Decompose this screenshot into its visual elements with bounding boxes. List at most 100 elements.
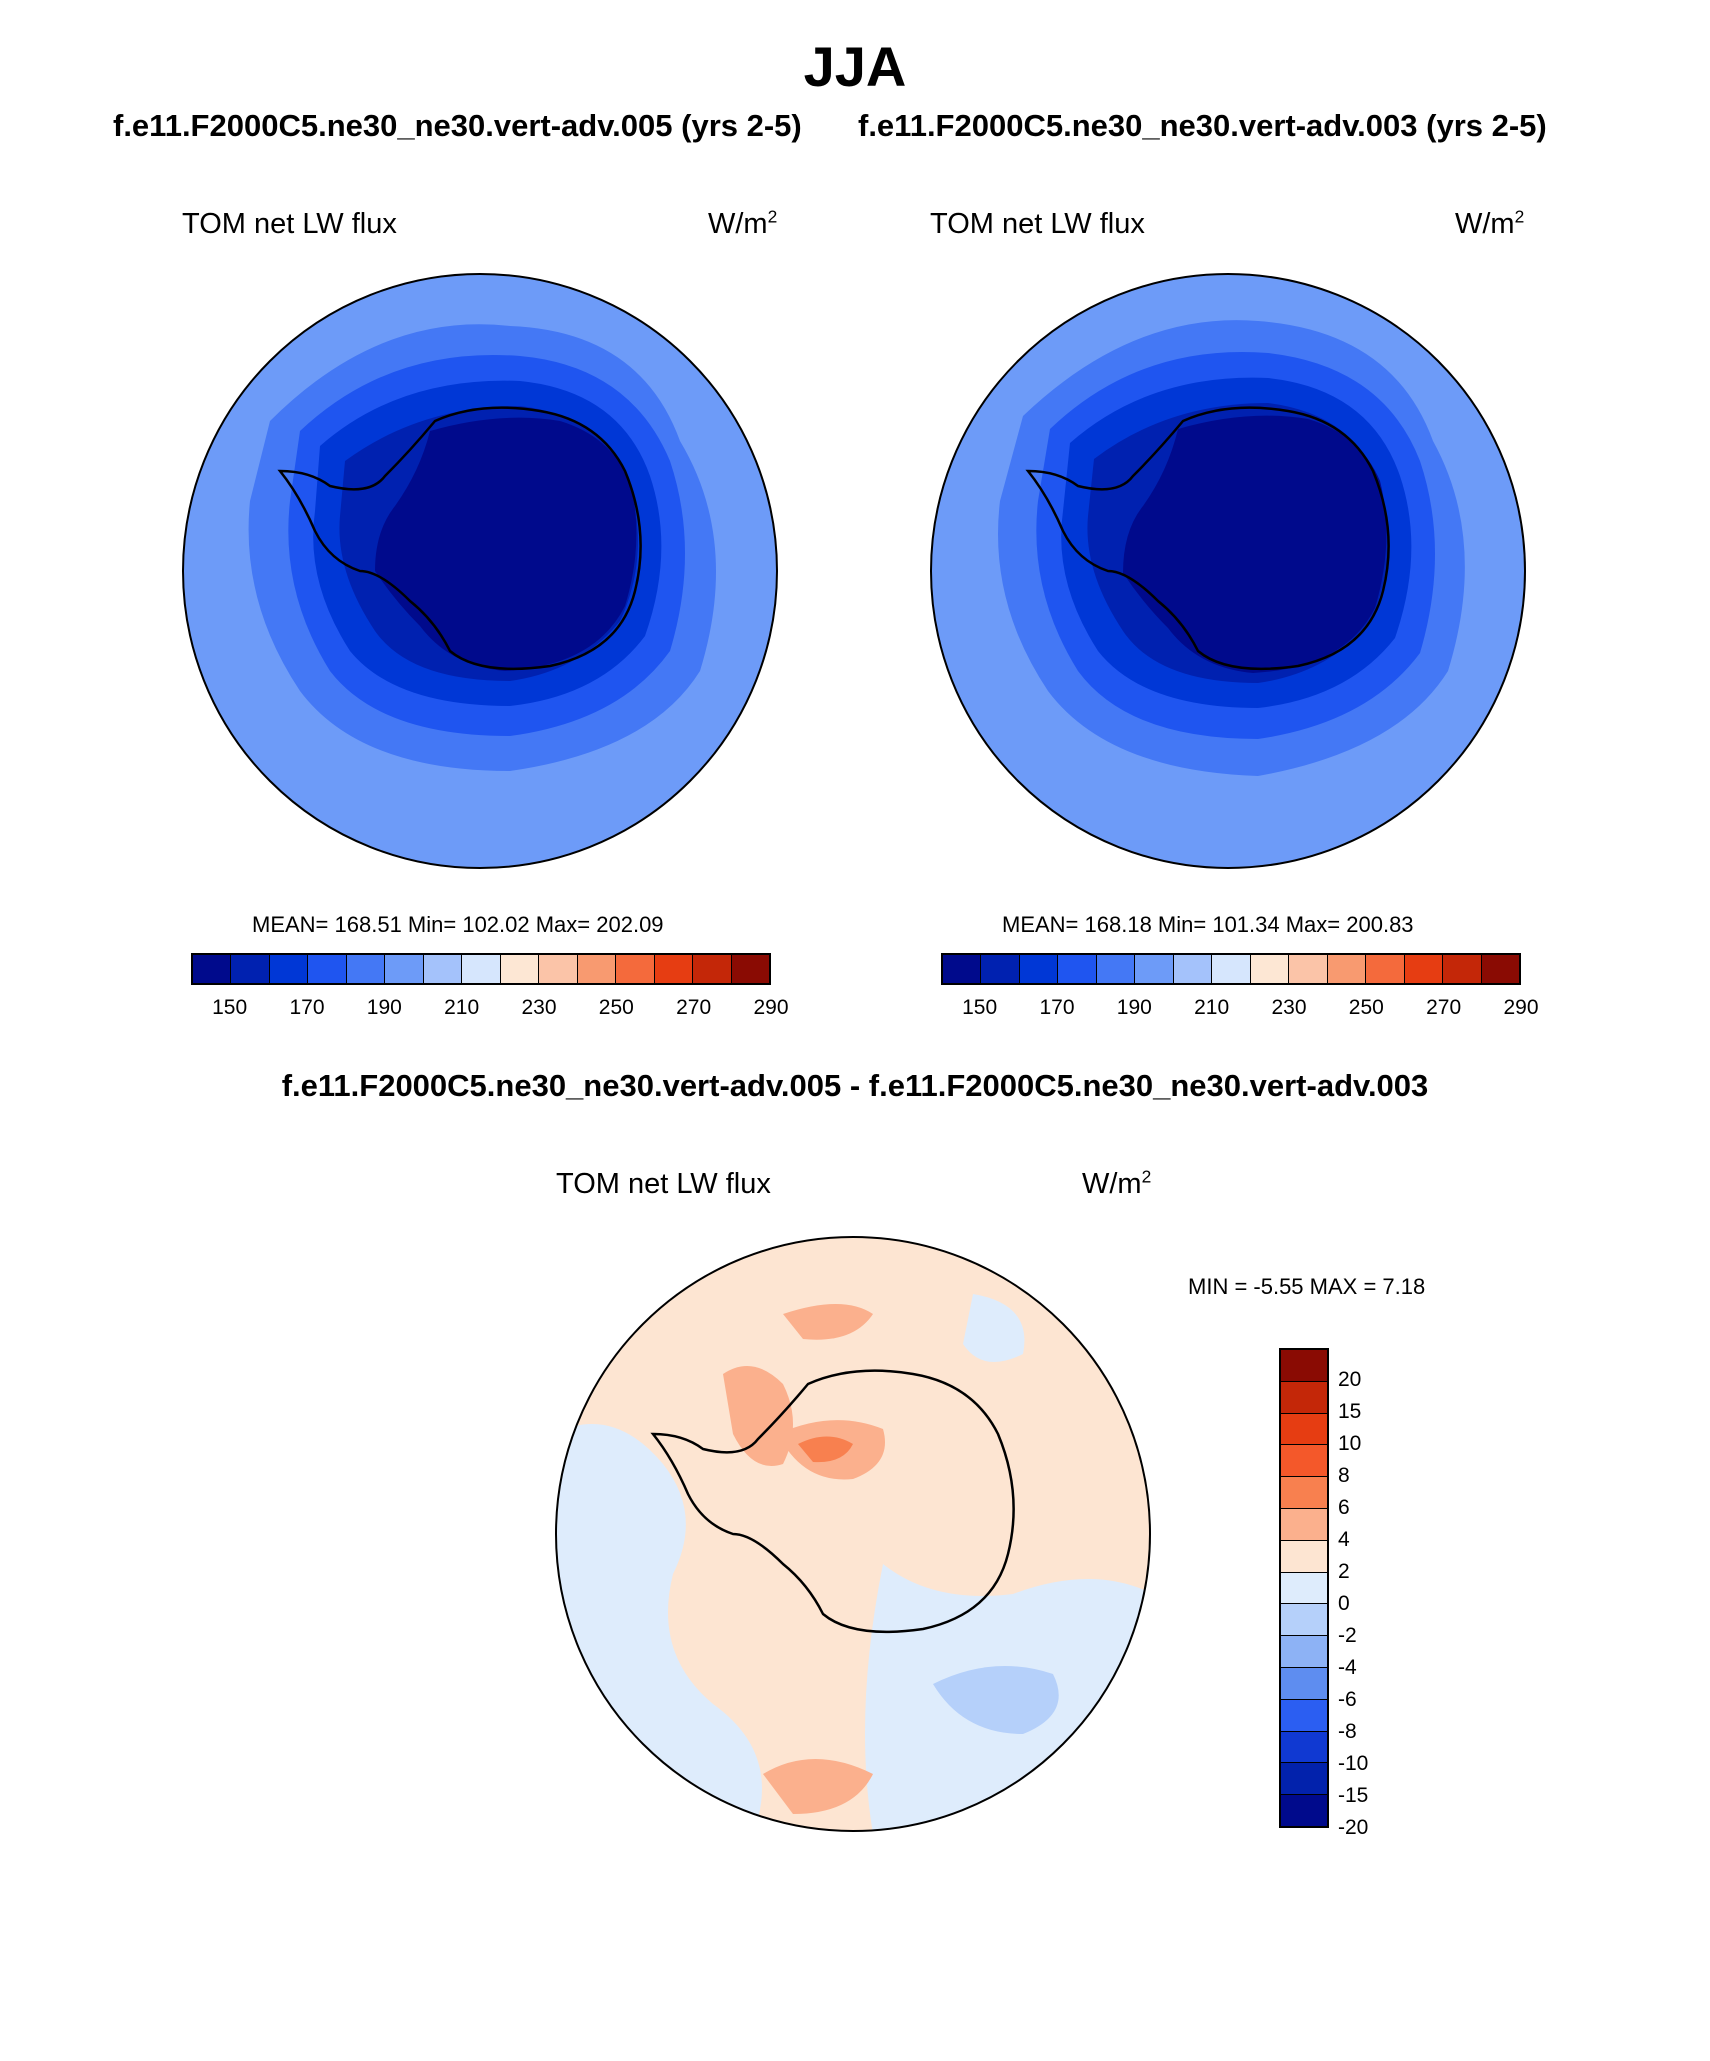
colorbar-tick-label: -20 bbox=[1338, 1816, 1369, 1839]
panel3-units-label: W/m2 bbox=[1082, 1166, 1152, 1200]
colorbar-swatch bbox=[539, 955, 578, 983]
panel1-variable-label: TOM net LW flux bbox=[182, 208, 397, 240]
panel1-colorbar bbox=[191, 953, 771, 985]
colorbar-swatch bbox=[1443, 955, 1482, 983]
colorbar-swatch bbox=[1281, 1508, 1327, 1541]
colorbar-tick-label: 270 bbox=[676, 996, 712, 1019]
map-boundary bbox=[930, 273, 1526, 869]
colorbar-tick-label: -2 bbox=[1338, 1624, 1357, 1647]
antarctica-coastline bbox=[650, 1369, 1015, 1634]
map-panel1 bbox=[182, 273, 778, 869]
map-boundary bbox=[555, 1236, 1151, 1832]
colorbar-tick-label: 4 bbox=[1338, 1528, 1350, 1551]
case2-title: f.e11.F2000C5.ne30_ne30.vert-adv.003 (yr… bbox=[858, 108, 1547, 143]
colorbar-tick-label: 8 bbox=[1338, 1464, 1350, 1487]
colorbar-swatch bbox=[1281, 1413, 1327, 1446]
colorbar-swatch bbox=[1250, 955, 1290, 983]
colorbar-swatch bbox=[1281, 1350, 1327, 1382]
colorbar-swatch bbox=[1281, 1763, 1327, 1796]
colorbar-tick-label: 170 bbox=[289, 996, 325, 1019]
colorbar-swatch bbox=[1212, 955, 1251, 983]
colorbar-swatch bbox=[1019, 955, 1059, 983]
colorbar-swatch bbox=[1281, 1572, 1327, 1605]
panel3-stats: MIN = -5.55 MAX = 7.18 bbox=[1188, 1274, 1426, 1299]
panel3-variable-label: TOM net LW flux bbox=[556, 1168, 771, 1200]
panel2-stats: MEAN= 168.18 Min= 101.34 Max= 200.83 bbox=[1002, 912, 1414, 937]
antarctica-coastline bbox=[1025, 406, 1390, 671]
colorbar-tick-label: 270 bbox=[1426, 996, 1462, 1019]
colorbar-tick-label: -10 bbox=[1338, 1752, 1369, 1775]
colorbar-swatch bbox=[500, 955, 540, 983]
colorbar-swatch bbox=[1281, 1731, 1327, 1764]
colorbar-swatch bbox=[1135, 955, 1174, 983]
colorbar-tick-label: -15 bbox=[1338, 1784, 1369, 1807]
contour-band-neg2-0 bbox=[963, 1294, 1025, 1362]
colorbar-tick-label: 10 bbox=[1338, 1432, 1362, 1455]
map-panel3-difference bbox=[555, 1236, 1151, 1832]
panel2-variable-label: TOM net LW flux bbox=[930, 208, 1145, 240]
colorbar-tick-label: 150 bbox=[962, 996, 998, 1019]
colorbar-swatch bbox=[1281, 1540, 1327, 1573]
colorbar-swatch bbox=[1366, 955, 1405, 983]
contour-band-below-150 bbox=[375, 417, 637, 671]
colorbar-swatch bbox=[981, 955, 1020, 983]
colorbar-tick-label: 210 bbox=[1194, 996, 1230, 1019]
colorbar-swatch bbox=[1281, 1795, 1327, 1826]
colorbar-tick-label: 2 bbox=[1338, 1560, 1350, 1583]
colorbar-swatch bbox=[269, 955, 309, 983]
colorbar-tick-label: 6 bbox=[1338, 1495, 1350, 1519]
colorbar-tick-label: -8 bbox=[1338, 1720, 1357, 1743]
panel3-colorbar-ticks: 20 15 10 8 6 4 2 0 -2 -4 -6 -8 -10 -15 -20 bbox=[1338, 1348, 1398, 1839]
panel2-colorbar bbox=[941, 953, 1521, 985]
colorbar-swatch bbox=[654, 955, 694, 983]
colorbar-tick-label: -4 bbox=[1338, 1655, 1357, 1679]
colorbar-tick-label: 290 bbox=[753, 996, 789, 1019]
panel1-units-label: W/m2 bbox=[708, 206, 778, 240]
panel1-colorbar-ticks: 150 170 190 210 230 250 270 290 bbox=[191, 996, 788, 1024]
contour-band-4-6 bbox=[798, 1436, 853, 1463]
antarctica-coastline bbox=[277, 406, 642, 671]
colorbar-swatch bbox=[1281, 1636, 1327, 1668]
colorbar-tick-label: 150 bbox=[212, 996, 248, 1019]
colorbar-swatch bbox=[1173, 955, 1213, 983]
colorbar-swatch bbox=[1281, 1604, 1327, 1637]
colorbar-swatch bbox=[943, 955, 982, 983]
colorbar-swatch bbox=[231, 955, 270, 983]
colorbar-swatch bbox=[1404, 955, 1444, 983]
colorbar-swatch bbox=[1281, 1445, 1327, 1478]
colorbar-swatch bbox=[616, 955, 655, 983]
contour-band-below-150 bbox=[1123, 415, 1387, 673]
colorbar-tick-label: 210 bbox=[444, 996, 480, 1019]
contour-band-2-4 bbox=[783, 1304, 873, 1340]
colorbar-swatch bbox=[1058, 955, 1097, 983]
colorbar-swatch bbox=[693, 955, 732, 983]
map-boundary bbox=[182, 273, 778, 869]
season-title: JJA bbox=[803, 35, 907, 98]
colorbar-tick-label: 230 bbox=[1271, 996, 1307, 1019]
colorbar-swatch bbox=[1281, 1667, 1327, 1700]
colorbar-swatch bbox=[1096, 955, 1136, 983]
contour-band-2-4 bbox=[763, 1759, 873, 1814]
colorbar-tick-label: 190 bbox=[1116, 996, 1152, 1019]
panel1-stats: MEAN= 168.51 Min= 102.02 Max= 202.09 bbox=[252, 912, 664, 937]
colorbar-swatch bbox=[577, 955, 617, 983]
colorbar-swatch bbox=[423, 955, 463, 983]
colorbar-swatch bbox=[193, 955, 232, 983]
colorbar-tick-label: 170 bbox=[1039, 996, 1075, 1019]
colorbar-swatch bbox=[1481, 955, 1520, 983]
colorbar-tick-label: 290 bbox=[1503, 996, 1539, 1019]
colorbar-swatch bbox=[1281, 1381, 1327, 1414]
case1-title: f.e11.F2000C5.ne30_ne30.vert-adv.005 (yr… bbox=[113, 108, 802, 143]
colorbar-swatch bbox=[385, 955, 424, 983]
contour-band-neg4-neg2 bbox=[933, 1666, 1059, 1734]
panel2-colorbar-ticks: 150 170 190 210 230 250 270 290 bbox=[941, 996, 1538, 1024]
colorbar-tick-label: 0 bbox=[1338, 1592, 1350, 1615]
contour-band-2-4 bbox=[723, 1366, 793, 1466]
colorbar-swatch bbox=[1327, 955, 1367, 983]
colorbar-tick-label: 190 bbox=[366, 996, 402, 1019]
colorbar-tick-label: 250 bbox=[598, 996, 634, 1019]
colorbar-tick-label: -6 bbox=[1338, 1688, 1357, 1711]
colorbar-swatch bbox=[308, 955, 347, 983]
colorbar-swatch bbox=[346, 955, 386, 983]
map-panel2 bbox=[930, 273, 1526, 869]
